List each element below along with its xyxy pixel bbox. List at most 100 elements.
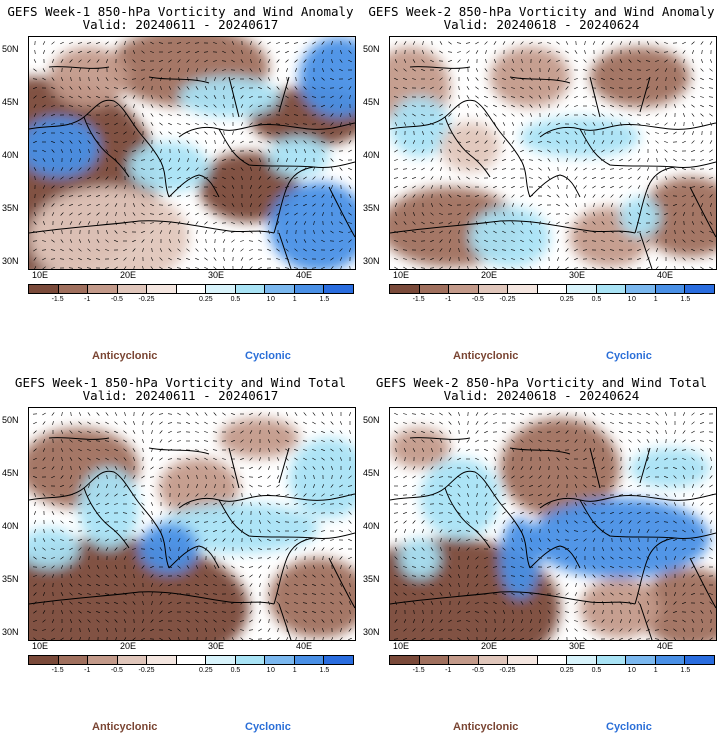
longitude-label: 20E — [120, 641, 137, 651]
colorbar-swatch — [537, 285, 568, 293]
colorbar-label: -1 — [445, 296, 452, 303]
latitude-label: 30N — [2, 256, 19, 266]
colorbar-scale: 10 — [266, 296, 276, 303]
colorbar-swatch — [508, 285, 538, 293]
colorbar-swatch — [147, 285, 177, 293]
colorbar-label: -1 — [445, 667, 452, 674]
panel-title: GEFS Week-2 850-hPa Vorticity and Wind T… — [375, 375, 708, 390]
valid-dates: Valid: 20240611 - 20240617 — [82, 388, 279, 403]
colorbar-swatch — [567, 285, 597, 293]
colorbar-swatch — [147, 656, 177, 664]
legend-anticyclonic: Anticyclonic — [453, 721, 519, 733]
latitude-label: 50N — [2, 44, 19, 54]
wind-vectors — [393, 411, 714, 640]
colorbar-label: -1.5 — [412, 296, 425, 303]
colorbar-label: 1 — [653, 667, 658, 674]
colorbar-label: 1.5 — [319, 667, 330, 674]
latitude-label: 30N — [363, 256, 380, 266]
colorbar-swatch — [596, 285, 627, 293]
colorbar-swatch — [58, 285, 89, 293]
colorbar-label: -0.25 — [138, 667, 155, 674]
latitude-label: 50N — [363, 415, 380, 425]
valid-dates: Valid: 20240611 - 20240617 — [82, 17, 279, 32]
colorbar — [28, 655, 354, 665]
coastlines — [390, 66, 716, 269]
colorbar-label: -0.5 — [110, 296, 123, 303]
colorbar-scale: 10 — [627, 296, 637, 303]
longitude-label: 10E — [393, 641, 410, 651]
colorbar-label: 1.5 — [319, 296, 330, 303]
latitude-label: 40N — [363, 521, 380, 531]
colorbar-swatch — [117, 285, 148, 293]
colorbar-label: 1.5 — [680, 296, 691, 303]
colorbar-swatch — [596, 656, 627, 664]
colorbar-label: -0.25 — [499, 296, 516, 303]
colorbar-label: 0.5 — [591, 296, 602, 303]
colorbar-label: 1 — [653, 296, 658, 303]
colorbar-swatch — [117, 656, 148, 664]
coastlines — [29, 437, 355, 640]
colorbar-swatch — [88, 656, 118, 664]
vorticity-map — [28, 36, 356, 270]
colorbar — [28, 284, 354, 294]
colorbar-swatch — [508, 656, 538, 664]
colorbar-label: -0.25 — [138, 296, 155, 303]
vorticity-map — [389, 407, 717, 641]
colorbar-label: 0.25 — [199, 667, 213, 674]
colorbar-swatch — [685, 285, 715, 293]
coastlines — [390, 437, 716, 640]
colorbar-swatch — [626, 285, 656, 293]
colorbar-swatch — [58, 656, 89, 664]
colorbar — [389, 655, 715, 665]
map-panel: GEFS Week-2 850-hPa Vorticity and Wind A… — [361, 0, 722, 371]
longitude-label: 20E — [481, 641, 498, 651]
colorbar-swatch — [265, 285, 295, 293]
panel-title: GEFS Week-1 850-hPa Vorticity and Wind T… — [14, 375, 347, 390]
longitude-label: 30E — [208, 270, 225, 280]
colorbar-label: -1.5 — [51, 296, 64, 303]
latitude-label: 40N — [363, 150, 380, 160]
latitude-label: 45N — [2, 468, 19, 478]
longitude-label: 30E — [569, 641, 586, 651]
legend-anticyclonic: Anticyclonic — [92, 721, 158, 733]
longitude-label: 10E — [393, 270, 410, 280]
panel-title: GEFS Week-1 850-hPa Vorticity and Wind A… — [7, 4, 354, 19]
latitude-label: 50N — [2, 415, 19, 425]
colorbar-swatch — [478, 656, 509, 664]
colorbar-swatch — [324, 285, 354, 293]
colorbar-swatch — [88, 285, 118, 293]
longitude-label: 30E — [569, 270, 586, 280]
colorbar-label: 0.5 — [230, 667, 241, 674]
colorbar-label: -1 — [84, 667, 91, 674]
colorbar-swatch — [176, 285, 207, 293]
colorbar-swatch — [655, 285, 686, 293]
legend-cyclonic: Cyclonic — [606, 350, 652, 362]
latitude-label: 30N — [2, 627, 19, 637]
valid-dates: Valid: 20240618 - 20240624 — [443, 388, 640, 403]
colorbar-label: -0.5 — [471, 296, 484, 303]
latitude-label: 35N — [2, 203, 19, 213]
colorbar-label: -1.5 — [412, 667, 425, 674]
wind-vectors — [32, 40, 353, 269]
colorbar-label: 0.25 — [199, 296, 213, 303]
colorbar-label: -1.5 — [51, 667, 64, 674]
colorbar-swatch — [419, 285, 450, 293]
latitude-label: 45N — [2, 97, 19, 107]
longitude-label: 20E — [120, 270, 137, 280]
colorbar-label: 0.5 — [591, 667, 602, 674]
colorbar-swatch — [567, 656, 597, 664]
longitude-label: 40E — [657, 270, 674, 280]
colorbar-label: 1 — [292, 296, 297, 303]
colorbar-label: -1 — [84, 296, 91, 303]
colorbar-swatch — [265, 656, 295, 664]
vorticity-map — [28, 407, 356, 641]
colorbar-swatch — [478, 285, 509, 293]
longitude-label: 40E — [296, 270, 313, 280]
latitude-label: 35N — [363, 574, 380, 584]
colorbar-swatch — [294, 285, 325, 293]
vorticity-map — [389, 36, 717, 270]
colorbar-swatch — [235, 285, 266, 293]
panel-title: GEFS Week-2 850-hPa Vorticity and Wind A… — [368, 4, 715, 19]
legend-anticyclonic: Anticyclonic — [92, 350, 158, 362]
legend-cyclonic: Cyclonic — [245, 350, 291, 362]
